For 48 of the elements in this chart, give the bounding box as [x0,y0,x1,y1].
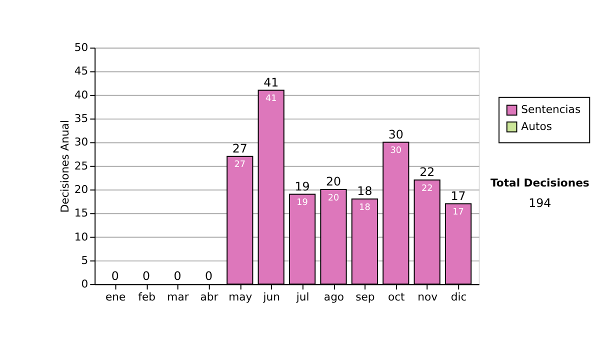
x-tick-label: ene [106,290,126,304]
x-tick-label: ago [324,290,344,304]
total-label: 22 [420,165,435,180]
y-tick-label: 30 [74,136,88,149]
x-tick-label: dic [450,290,467,304]
total-label: 30 [388,127,404,142]
text: 194 [528,196,552,210]
y-tick-label: 5 [81,254,88,267]
y-tick-label: 40 [74,88,88,102]
y-tick-label: 35 [74,112,88,126]
y-tick-label: 50 [74,41,88,54]
data-label: 22 [421,184,433,194]
x-tick-label: feb [138,290,156,304]
total-label: 17 [450,188,466,203]
total-label: 0 [174,269,182,284]
x-tick-label: mar [167,290,190,304]
x-tick-label: may [228,290,253,304]
y-tick-label: 25 [74,159,88,172]
y-tick-label: 10 [74,230,88,244]
y-tick-label: 20 [74,182,88,196]
total-label: 0 [142,269,150,284]
total-label: 20 [326,174,342,189]
total-label: 41 [264,75,279,90]
data-label: 19 [296,198,308,208]
total-label: 27 [232,141,248,156]
data-label: 30 [390,146,402,156]
x-tick-label: jul [295,290,310,304]
data-label: 41 [265,94,277,104]
y-tick-label: 15 [74,206,88,220]
y-tick-label: 45 [74,64,88,78]
total-label: 19 [294,179,310,194]
total-label: 0 [111,269,119,284]
y-axis-title: Decisiones Anual [58,120,72,213]
data-label: 20 [328,193,340,204]
data-label: 18 [359,202,371,213]
legend-label: Autos [521,120,552,133]
total-label: 0 [204,269,212,284]
data-label: 27 [234,160,246,170]
text: Total Decisiones [490,176,590,190]
x-tick-label: abr [200,290,219,304]
x-tick-label: nov [418,290,438,304]
x-tick-label: oct [388,290,405,304]
x-tick-label: sep [356,290,375,304]
total-label: 18 [357,184,372,198]
legend-label: Sentencias [521,103,581,116]
y-tick-label: 0 [81,278,88,291]
data-label: 17 [452,208,464,218]
x-tick-label: jun [262,290,280,304]
